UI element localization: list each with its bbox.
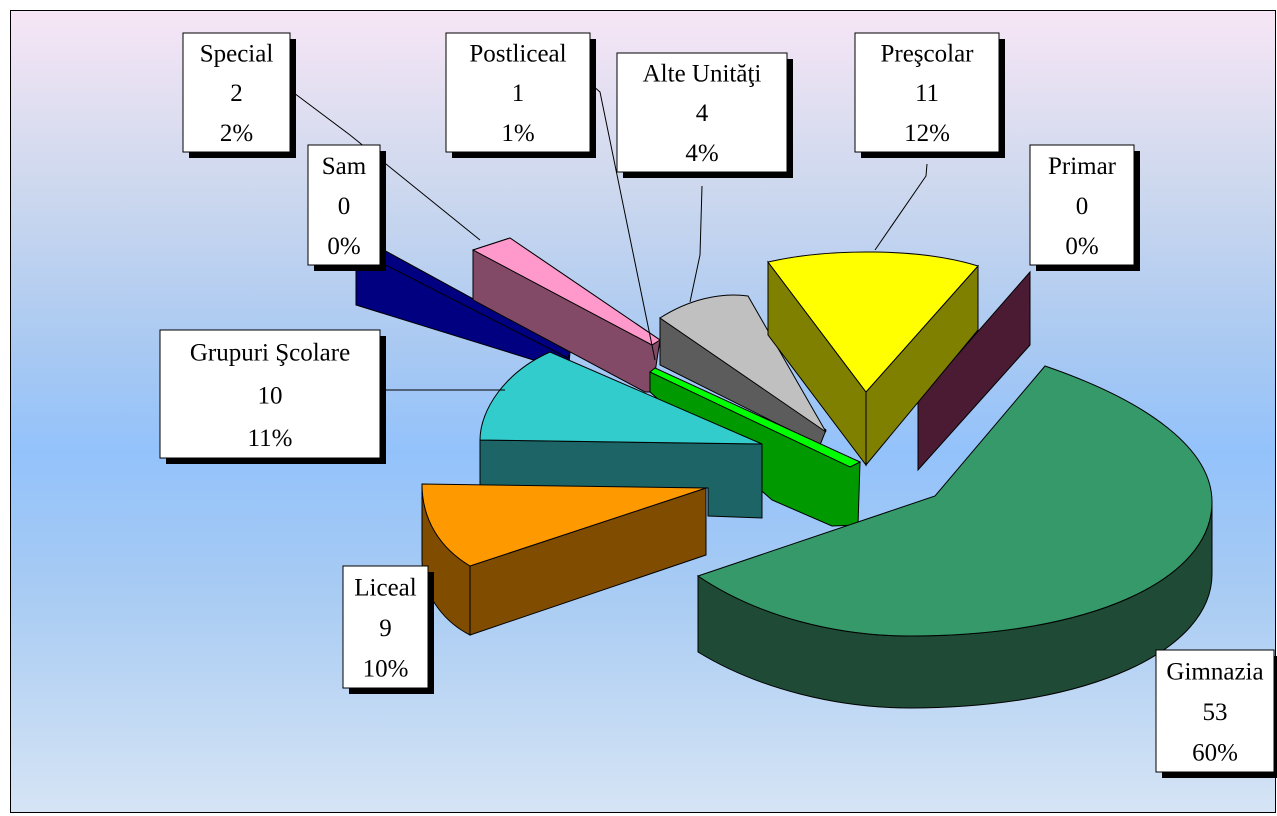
data-label-percent: 12% <box>904 120 950 147</box>
data-label-value: 11 <box>915 80 939 107</box>
leader-line-prescolar <box>874 163 928 251</box>
data-label-gimnazia: Gimnazia 53 60% <box>1155 649 1277 778</box>
pie-slice-alte-top <box>659 294 827 433</box>
leader-line-special <box>289 89 481 241</box>
data-label-percent: 0% <box>327 233 360 260</box>
data-label-percent: 60% <box>1192 740 1238 767</box>
data-label-percent: 2% <box>220 120 253 147</box>
data-label-box <box>182 32 291 153</box>
data-label-special: Special 2 2% <box>182 32 296 158</box>
pie-slice-prescolar-top <box>767 251 979 393</box>
data-label-percent: 0% <box>1065 233 1098 260</box>
data-label-name: Special <box>200 41 274 68</box>
data-label-box <box>342 565 429 689</box>
data-label-name: Primar <box>1048 153 1117 180</box>
data-label-name: Preşcolar <box>880 41 974 68</box>
pie-slice-primar-side <box>917 270 1031 472</box>
data-label-value: 0 <box>338 193 351 220</box>
pie-slice-grupuri-top <box>479 351 763 445</box>
data-label-name: Liceal <box>354 574 417 601</box>
pie-slices <box>354 237 1213 709</box>
data-label-box <box>445 32 591 153</box>
leader-line-alte <box>689 185 703 303</box>
data-label-name: Alte Unităţi <box>643 61 762 88</box>
data-label-percent: 4% <box>685 140 718 167</box>
pie-slice-postliceal-top <box>649 367 862 468</box>
data-label-value: 0 <box>1076 193 1089 220</box>
data-label-name: Postliceal <box>469 41 566 68</box>
data-label-box <box>854 32 1000 153</box>
data-label-box <box>1155 649 1275 773</box>
data-label-liceal: Liceal 9 10% <box>342 565 434 694</box>
data-label-percent: 11% <box>248 425 293 452</box>
data-label-value: 9 <box>379 615 392 642</box>
data-label-box <box>307 144 381 266</box>
data-label-value: 1 <box>512 80 525 107</box>
data-label-name: Sam <box>322 153 367 180</box>
pie-slice-gimnazia-top <box>696 365 1213 637</box>
data-label-value: 2 <box>230 80 243 107</box>
data-label-box <box>159 329 381 459</box>
leader-lines <box>289 84 928 391</box>
data-label-name: Gimnazia <box>1166 658 1263 685</box>
data-label-primar: Primar 0 0% <box>1029 144 1140 271</box>
data-label-value: 10 <box>258 382 283 409</box>
data-label-box <box>616 52 788 173</box>
data-label-percent: 10% <box>363 656 409 683</box>
data-label-value: 4 <box>696 100 709 127</box>
pie-slice-liceal-top <box>421 483 707 567</box>
data-label-prescolar: Preşcolar 11 12% <box>854 32 1005 158</box>
data-label-box <box>1029 144 1135 266</box>
data-label-value: 53 <box>1203 699 1228 726</box>
data-label-percent: 1% <box>501 120 534 147</box>
data-label-alte: Alte Unităţi 4 4% <box>616 52 793 178</box>
data-label-sam: Sam 0 0% <box>307 144 386 271</box>
data-label-postliceal: Postliceal 1 1% <box>445 32 596 158</box>
data-label-grupuri: Grupuri Şcolare 10 11% <box>159 329 386 464</box>
data-label-name: Grupuri Şcolare <box>190 340 350 367</box>
